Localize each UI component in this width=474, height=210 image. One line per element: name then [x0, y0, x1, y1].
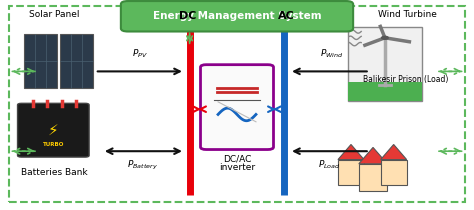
Text: Wind Turbine: Wind Turbine: [378, 10, 437, 19]
Text: $P_{Battery}$: $P_{Battery}$: [127, 159, 158, 172]
Text: inverter: inverter: [219, 164, 255, 172]
Text: $P_{PV}$: $P_{PV}$: [132, 47, 148, 60]
Text: TURBO: TURBO: [43, 142, 64, 147]
Text: ⚡: ⚡: [48, 123, 59, 138]
FancyBboxPatch shape: [201, 65, 273, 150]
FancyBboxPatch shape: [60, 34, 93, 88]
FancyBboxPatch shape: [121, 1, 353, 32]
Bar: [359, 164, 387, 191]
FancyBboxPatch shape: [348, 27, 422, 101]
Polygon shape: [381, 144, 407, 160]
Text: Solar Panel: Solar Panel: [29, 10, 80, 19]
Text: $P_{Load}$: $P_{Load}$: [318, 159, 341, 171]
Text: Balikesir Prison (Load): Balikesir Prison (Load): [363, 75, 448, 84]
FancyBboxPatch shape: [348, 82, 422, 101]
Text: Batteries Bank: Batteries Bank: [21, 168, 88, 177]
Polygon shape: [359, 147, 387, 164]
Bar: [381, 160, 407, 185]
Polygon shape: [338, 144, 364, 160]
Circle shape: [382, 36, 388, 39]
Text: $P_{Wind}$: $P_{Wind}$: [320, 47, 344, 60]
Text: DC: DC: [179, 11, 196, 21]
Text: AC: AC: [278, 11, 295, 21]
Bar: [338, 160, 364, 185]
Text: DC/AC: DC/AC: [223, 154, 251, 163]
Text: Energy Management System: Energy Management System: [153, 11, 321, 21]
FancyBboxPatch shape: [24, 34, 57, 88]
FancyBboxPatch shape: [18, 103, 89, 157]
